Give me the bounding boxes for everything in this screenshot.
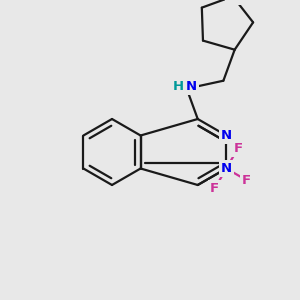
Text: F: F	[233, 142, 242, 155]
Text: N: N	[221, 129, 232, 142]
Text: N: N	[185, 80, 197, 93]
Text: N: N	[221, 162, 232, 175]
Text: F: F	[210, 182, 219, 195]
Text: O: O	[227, 0, 238, 3]
Text: H: H	[172, 80, 183, 93]
Text: F: F	[242, 173, 251, 187]
